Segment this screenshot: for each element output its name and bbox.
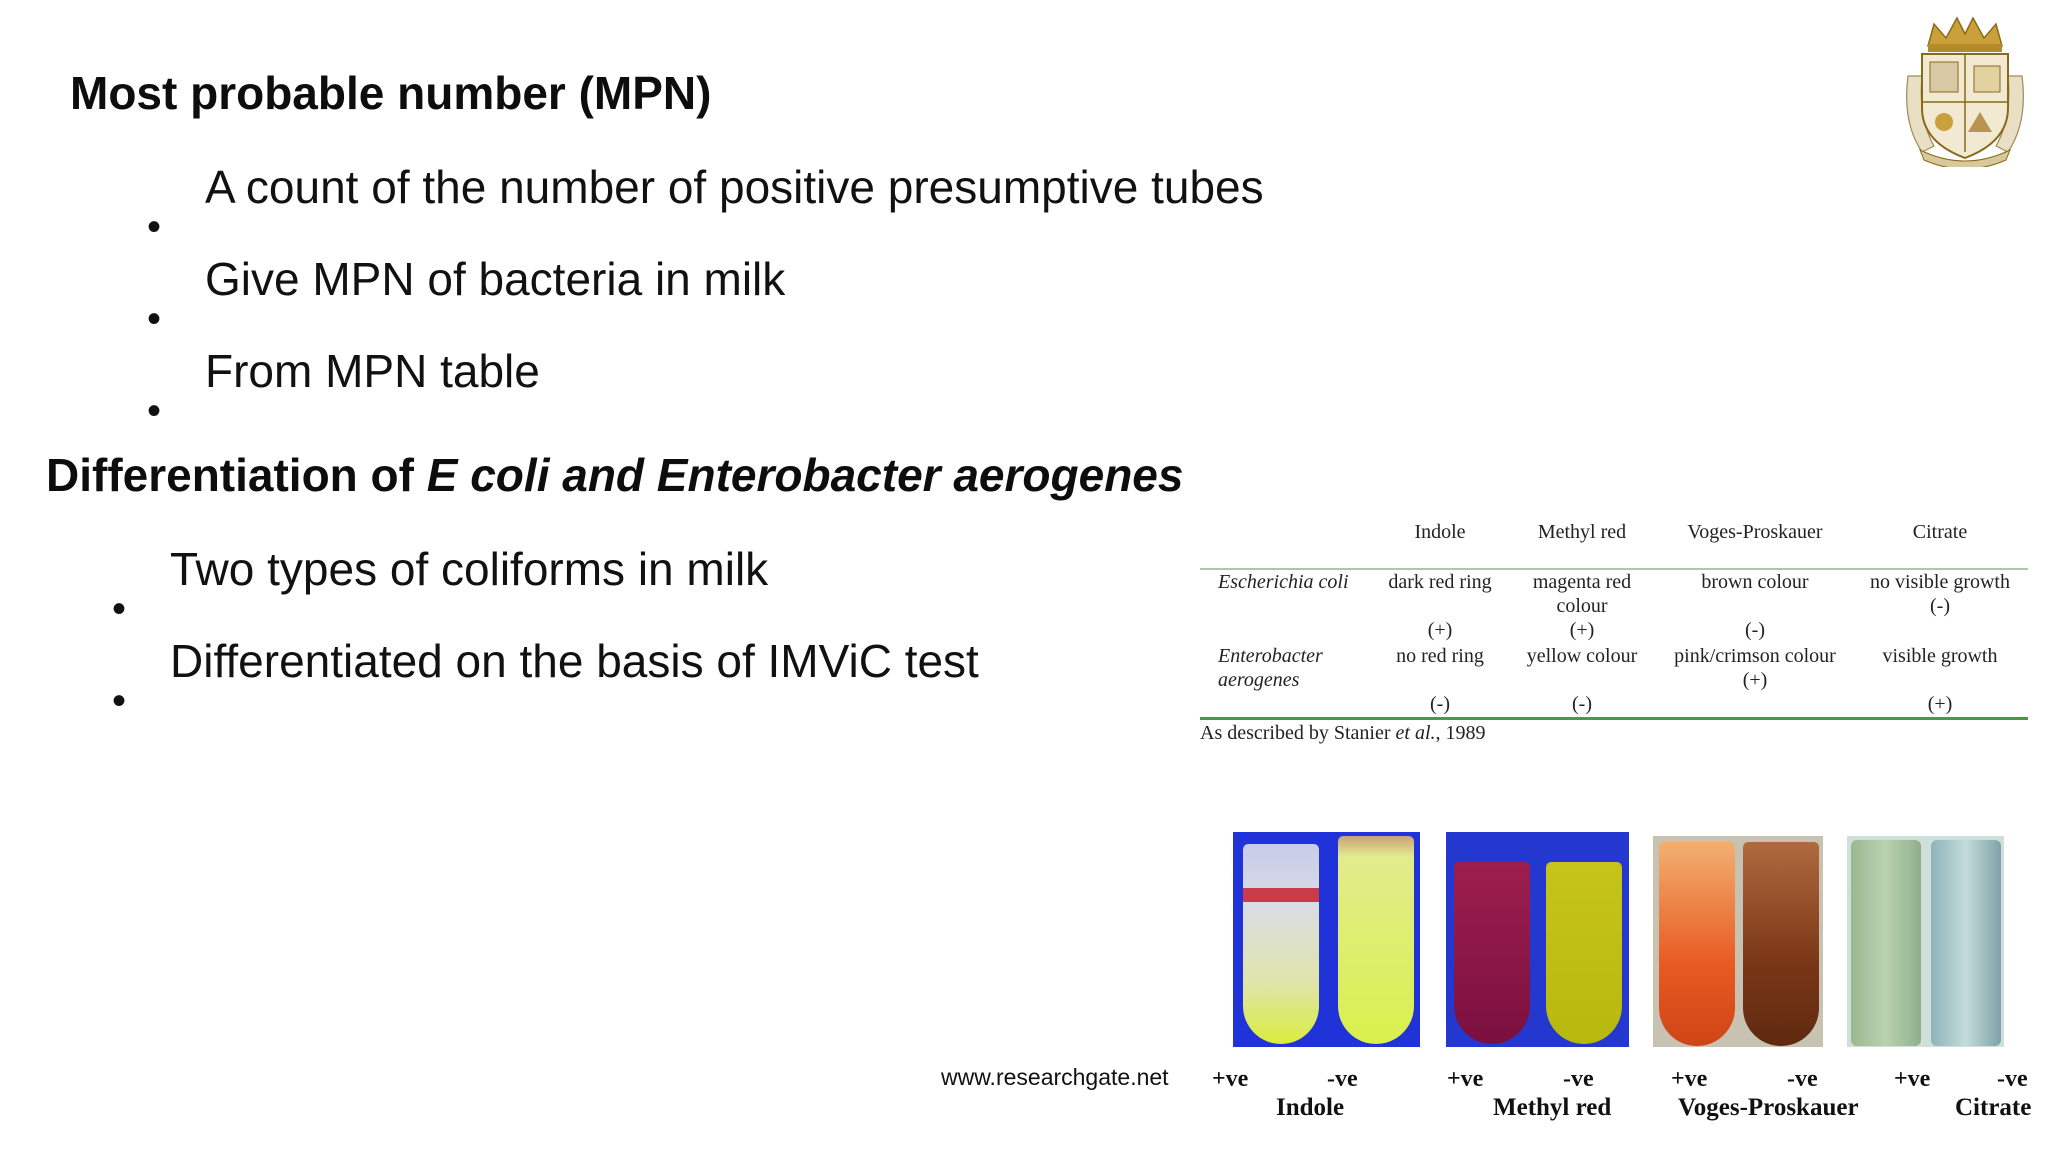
organism-enterobacter: aerogenes — [1218, 669, 1300, 691]
test-name-citrate: Citrate — [1955, 1094, 2032, 1121]
label-negative: -ve — [1563, 1066, 1594, 1092]
table-cell: (+) — [1427, 619, 1453, 641]
table-footnote: As described by Stanier et al., 1989 — [1200, 722, 1486, 744]
tube-negative — [1338, 836, 1414, 1044]
mpn-bullet: From MPN table — [147, 345, 540, 434]
table-cell: dark red ring — [1388, 571, 1492, 593]
label-negative: -ve — [1997, 1066, 2028, 1092]
table-cell: colour — [1556, 595, 1608, 617]
label-positive: +ve — [1447, 1066, 1484, 1092]
table-cell: brown colour — [1701, 571, 1809, 593]
test-name-indole: Indole — [1276, 1094, 1345, 1121]
table-header: Indole — [1414, 521, 1466, 543]
citrate-tubes-photo — [1847, 836, 2004, 1047]
table-cell: (-) — [1930, 595, 1950, 617]
label-positive: +ve — [1894, 1066, 1931, 1092]
table-cell: visible growth — [1882, 645, 1998, 667]
differentiation-title: Differentiation of E coli and Enterobact… — [46, 449, 1184, 501]
table-cell: no red ring — [1396, 645, 1484, 667]
tube-positive — [1243, 844, 1319, 1044]
methyl-red-tubes-photo — [1446, 832, 1629, 1047]
table-cell: magenta red — [1532, 571, 1632, 593]
imvic-table: Indole Methyl red Voges-Proskauer Citrat… — [1200, 512, 2030, 752]
table-header: Methyl red — [1537, 521, 1627, 543]
test-name-voges-proskauer: Voges-Proskauer — [1678, 1094, 1859, 1121]
voges-proskauer-tubes-photo — [1653, 836, 1823, 1047]
tube-positive — [1851, 840, 1921, 1046]
organism-ecoli: Escherichia coli — [1218, 571, 1349, 593]
tube-negative — [1546, 862, 1622, 1044]
table-cell: yellow colour — [1526, 645, 1638, 667]
table-cell: (+) — [1927, 693, 1953, 715]
image-source: www.researchgate.net — [941, 1064, 1169, 1090]
table-cell: (-) — [1572, 693, 1592, 715]
label-positive: +ve — [1212, 1066, 1249, 1092]
differentiation-bullet: Two types of coliforms in milk — [112, 543, 769, 632]
table-cell: (+) — [1569, 619, 1595, 641]
table-header: Voges-Proskauer — [1687, 521, 1823, 543]
indole-tubes-photo — [1233, 832, 1420, 1047]
red-ring — [1243, 888, 1319, 902]
tube-negative — [1743, 842, 1819, 1046]
table-bottom-rule — [1200, 717, 2028, 720]
mpn-bullet: A count of the number of positive presum… — [147, 161, 1264, 250]
table-header: Citrate — [1912, 521, 1968, 543]
organism-enterobacter: Enterobacter — [1218, 645, 1323, 667]
tube-positive — [1659, 842, 1735, 1046]
table-cell: no visible growth — [1870, 571, 2010, 593]
table-cell: (-) — [1430, 693, 1450, 715]
label-negative: -ve — [1327, 1066, 1358, 1092]
table-cell: pink/crimson colour — [1674, 645, 1836, 667]
tube-negative — [1931, 840, 2001, 1046]
table-cell: (+) — [1742, 669, 1768, 691]
college-crest-icon — [1900, 12, 2030, 170]
table-top-rule — [1200, 568, 2028, 570]
differentiation-bullet: Differentiated on the basis of IMViC tes… — [112, 635, 979, 724]
tube-positive — [1454, 862, 1530, 1044]
mpn-bullet: Give MPN of bacteria in milk — [147, 253, 786, 342]
mpn-title: Most probable number (MPN) — [70, 67, 712, 119]
table-cell: (-) — [1745, 619, 1765, 641]
label-negative: -ve — [1787, 1066, 1818, 1092]
label-positive: +ve — [1671, 1066, 1708, 1092]
test-name-methyl-red: Methyl red — [1493, 1094, 1612, 1121]
